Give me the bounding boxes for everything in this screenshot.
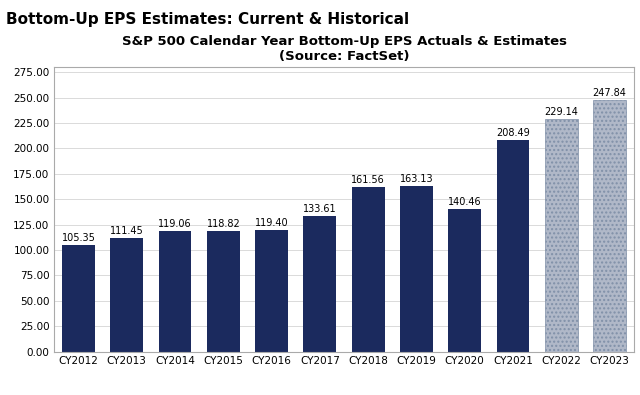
Bar [255,230,288,352]
Bar [352,188,385,352]
Bar [207,231,240,352]
Bar [159,231,191,352]
Text: 119.40: 119.40 [255,218,289,228]
Bar [62,245,95,352]
Text: 140.46: 140.46 [448,197,481,207]
Bar [110,238,143,352]
Title: S&P 500 Calendar Year Bottom-Up EPS Actuals & Estimates
(Source: FactSet): S&P 500 Calendar Year Bottom-Up EPS Actu… [122,35,566,63]
Text: 111.45: 111.45 [110,226,143,236]
Text: 163.13: 163.13 [399,174,433,184]
Text: 208.49: 208.49 [496,128,530,138]
Bar [400,186,433,352]
Text: 119.06: 119.06 [158,218,192,229]
Bar [545,119,578,352]
Text: 247.84: 247.84 [593,88,627,98]
Bar [593,100,626,352]
Text: 118.82: 118.82 [207,219,240,229]
Text: Bottom-Up EPS Estimates: Current & Historical: Bottom-Up EPS Estimates: Current & Histo… [6,12,410,27]
Bar [448,209,481,352]
Bar [303,216,336,352]
Text: 105.35: 105.35 [61,233,95,243]
Bar [497,140,529,352]
Text: 161.56: 161.56 [351,175,385,185]
Text: 229.14: 229.14 [544,107,578,117]
Text: 133.61: 133.61 [303,204,337,214]
